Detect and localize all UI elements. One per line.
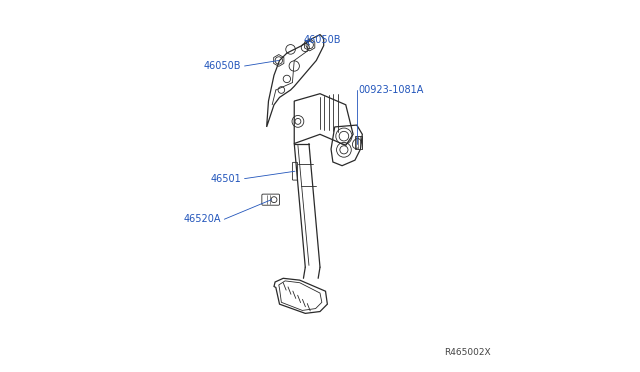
Text: 46050B: 46050B (204, 61, 241, 71)
Text: 46501: 46501 (210, 174, 241, 184)
Text: 46050B: 46050B (303, 35, 341, 45)
Text: 00923-1081A: 00923-1081A (358, 85, 424, 95)
Text: 46520A: 46520A (183, 214, 221, 224)
Text: R465002X: R465002X (445, 347, 491, 357)
